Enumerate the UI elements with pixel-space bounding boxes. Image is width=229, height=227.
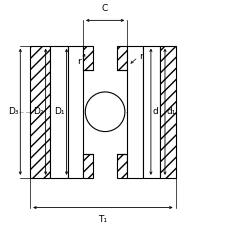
Bar — [159, 46, 175, 178]
Bar — [127, 46, 142, 178]
Text: D₁: D₁ — [54, 107, 65, 116]
Text: D₂: D₂ — [33, 107, 44, 116]
Text: T₁: T₁ — [98, 215, 107, 224]
Polygon shape — [117, 154, 127, 178]
Polygon shape — [83, 46, 92, 70]
Bar — [50, 46, 67, 178]
Polygon shape — [117, 46, 127, 70]
Text: r: r — [139, 52, 142, 61]
Text: r: r — [77, 57, 81, 66]
Circle shape — [85, 92, 124, 132]
Text: D₃: D₃ — [8, 107, 19, 116]
Bar — [67, 46, 83, 178]
Bar — [142, 46, 159, 178]
Bar — [30, 46, 50, 178]
Text: d₁: d₁ — [166, 107, 175, 116]
Text: d: d — [152, 107, 158, 116]
Text: C: C — [101, 4, 108, 13]
Polygon shape — [83, 154, 92, 178]
